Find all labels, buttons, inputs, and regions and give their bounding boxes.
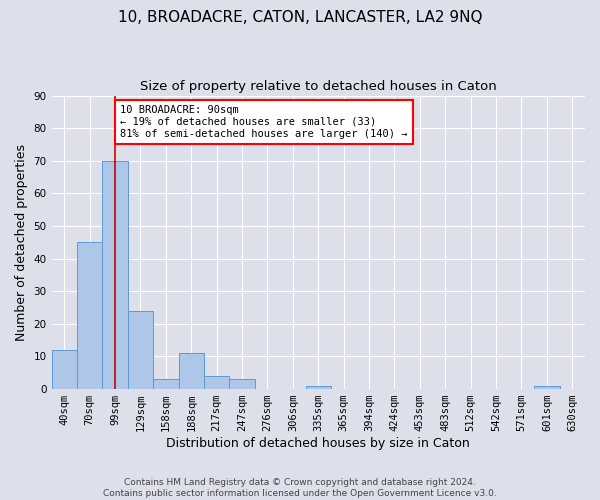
Text: Contains HM Land Registry data © Crown copyright and database right 2024.
Contai: Contains HM Land Registry data © Crown c…: [103, 478, 497, 498]
Bar: [534, 386, 560, 389]
Bar: [305, 386, 331, 389]
Y-axis label: Number of detached properties: Number of detached properties: [15, 144, 28, 341]
Bar: [77, 242, 103, 389]
Bar: [52, 350, 77, 389]
Text: 10 BROADACRE: 90sqm
← 19% of detached houses are smaller (33)
81% of semi-detach: 10 BROADACRE: 90sqm ← 19% of detached ho…: [120, 106, 407, 138]
Bar: [179, 353, 204, 389]
Bar: [128, 311, 153, 389]
Bar: [153, 380, 179, 389]
Bar: [204, 376, 229, 389]
Bar: [229, 380, 255, 389]
Text: 10, BROADACRE, CATON, LANCASTER, LA2 9NQ: 10, BROADACRE, CATON, LANCASTER, LA2 9NQ: [118, 10, 482, 25]
Bar: [103, 161, 128, 389]
X-axis label: Distribution of detached houses by size in Caton: Distribution of detached houses by size …: [166, 437, 470, 450]
Title: Size of property relative to detached houses in Caton: Size of property relative to detached ho…: [140, 80, 497, 93]
